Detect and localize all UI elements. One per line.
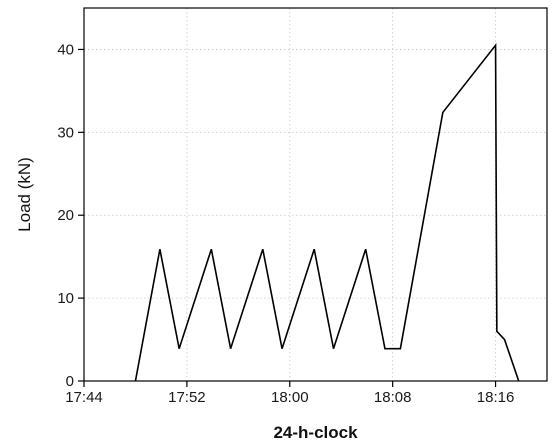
y-tick-label: 0 [66,373,74,390]
x-axis: 17:44 17:52 18:00 18:08 18:16 [65,381,514,406]
series-layer [134,42,520,382]
series-line-0 [134,42,520,382]
y-tick-label: 10 [57,290,74,307]
x-tick-label: 18:00 [271,389,309,406]
plot-frame [83,7,548,382]
x-tick-label: 18:08 [374,389,412,406]
x-tick-label: 17:44 [65,389,103,406]
x-tick-label: 18:16 [477,389,515,406]
y-tick-label: 20 [57,207,74,224]
y-axis-title: Load (kN) [15,157,34,232]
y-tick-label: 30 [57,124,74,141]
y-axis: 0 10 20 30 40 [57,41,84,390]
y-tick-label: 40 [57,41,74,58]
x-tick-label: 17:52 [168,389,206,406]
grid [84,8,547,381]
x-axis-title: 24-h-clock [273,423,358,442]
